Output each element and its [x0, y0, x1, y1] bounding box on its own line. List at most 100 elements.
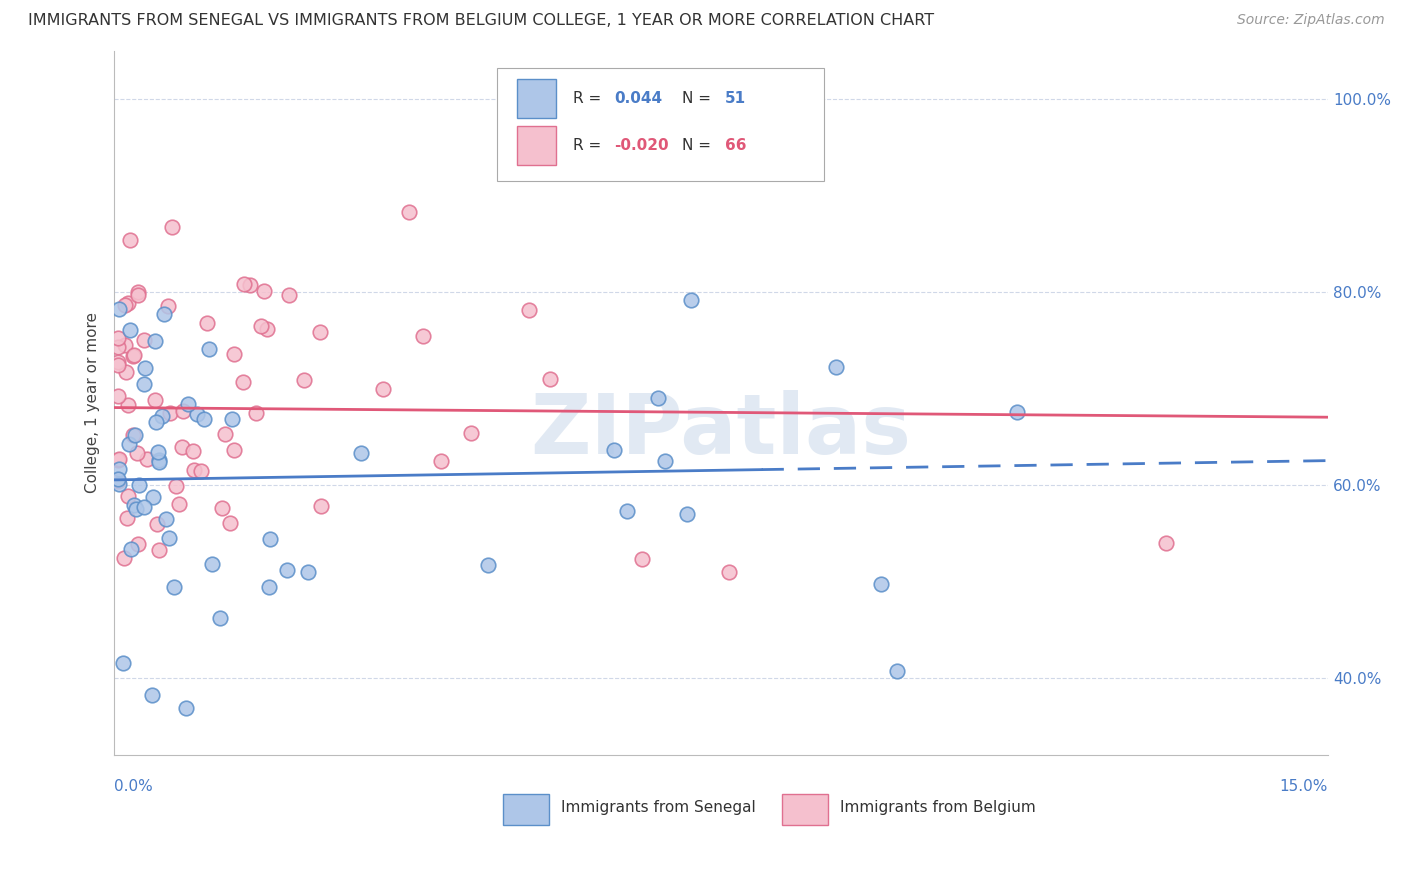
Point [517, 303, 540, 318]
Point [159, 406, 181, 420]
Point [117, 398, 139, 412]
Point [108, 302, 131, 317]
Point [311, 499, 333, 513]
Point [824, 360, 846, 375]
Point [373, 382, 395, 396]
Text: 0.044: 0.044 [614, 91, 662, 106]
Point [616, 504, 638, 518]
Point [127, 537, 149, 551]
Point [114, 338, 136, 352]
Text: N =: N = [682, 91, 716, 106]
Point [166, 479, 188, 493]
Text: R =: R = [574, 91, 606, 106]
Point [127, 446, 149, 460]
Point [277, 288, 299, 302]
Point [120, 233, 142, 247]
Text: R =: R = [574, 138, 606, 153]
Point [232, 277, 254, 291]
Point [143, 392, 166, 407]
Point [157, 531, 180, 545]
FancyBboxPatch shape [782, 794, 828, 825]
Text: 51: 51 [725, 91, 747, 106]
Text: 66: 66 [725, 138, 747, 153]
Point [195, 316, 218, 330]
Point [132, 500, 155, 515]
FancyBboxPatch shape [517, 127, 555, 165]
Text: Source: ZipAtlas.com: Source: ZipAtlas.com [1237, 13, 1385, 28]
FancyBboxPatch shape [517, 79, 555, 118]
Point [350, 445, 373, 459]
Point [681, 293, 703, 307]
Point [117, 511, 139, 525]
Point [148, 453, 170, 467]
Point [603, 442, 626, 457]
Point [211, 501, 233, 516]
Point [297, 566, 319, 580]
Point [172, 404, 194, 418]
Point [127, 285, 149, 299]
Point [127, 287, 149, 301]
Point [177, 397, 200, 411]
Point [124, 498, 146, 512]
Point [124, 348, 146, 362]
Point [647, 391, 669, 405]
Point [294, 373, 316, 387]
Point [108, 452, 131, 467]
Point [143, 334, 166, 349]
Point [193, 412, 215, 426]
Point [146, 445, 169, 459]
Text: 0.0%: 0.0% [114, 779, 153, 794]
Point [181, 443, 204, 458]
Point [201, 558, 224, 572]
Point [141, 689, 163, 703]
Point [135, 452, 157, 467]
Point [214, 426, 236, 441]
Text: N =: N = [682, 138, 716, 153]
Point [249, 318, 271, 333]
Point [121, 427, 143, 442]
Point [107, 358, 129, 372]
Point [134, 377, 156, 392]
Point [107, 340, 129, 354]
Point [153, 307, 176, 321]
Y-axis label: College, 1 year or more: College, 1 year or more [86, 312, 100, 493]
Point [134, 361, 156, 376]
Point [128, 478, 150, 492]
Point [148, 455, 170, 469]
Point [124, 428, 146, 442]
Point [107, 389, 129, 403]
Point [157, 299, 180, 313]
Point [107, 475, 129, 489]
Point [148, 542, 170, 557]
Point [208, 611, 231, 625]
Point [150, 409, 173, 423]
Point [430, 454, 453, 468]
Point [112, 656, 135, 670]
Point [145, 516, 167, 531]
Point [221, 411, 243, 425]
Point [107, 452, 129, 467]
Point [654, 454, 676, 468]
Point [107, 355, 129, 369]
Text: 15.0%: 15.0% [1279, 779, 1329, 794]
Point [245, 406, 267, 420]
Point [460, 425, 482, 440]
Text: -0.020: -0.020 [614, 138, 669, 153]
Point [162, 220, 184, 235]
Point [125, 502, 148, 516]
Point [219, 516, 242, 530]
Point [118, 323, 141, 337]
Text: Immigrants from Senegal: Immigrants from Senegal [561, 800, 755, 815]
Point [167, 497, 190, 511]
Point [253, 284, 276, 298]
Point [132, 333, 155, 347]
Point [114, 298, 136, 312]
Point [118, 437, 141, 451]
Point [183, 462, 205, 476]
FancyBboxPatch shape [496, 69, 824, 181]
Point [256, 322, 278, 336]
Point [186, 408, 208, 422]
Point [190, 464, 212, 478]
Point [538, 372, 561, 386]
Point [870, 576, 893, 591]
